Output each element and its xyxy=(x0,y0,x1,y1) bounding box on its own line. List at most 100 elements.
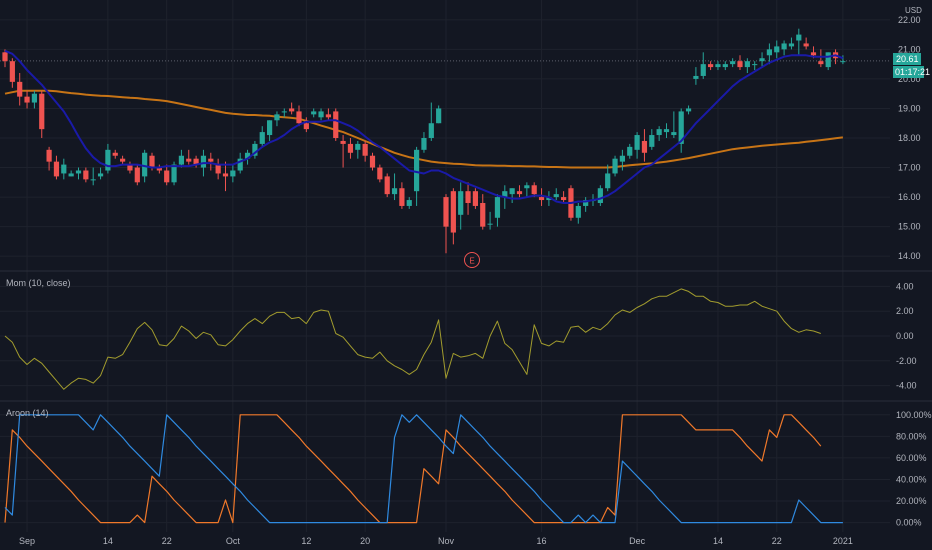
candle-body xyxy=(472,191,478,206)
price-tick-label: 15.00 xyxy=(898,222,921,232)
price-tick-label: 14.00 xyxy=(898,251,921,261)
time-tick-label: 22 xyxy=(772,536,782,546)
candle-body xyxy=(502,191,508,198)
candle-body xyxy=(663,129,670,133)
aroon-tick-label: 0.00% xyxy=(896,518,922,528)
candle-body xyxy=(825,52,831,68)
candle-body xyxy=(200,155,207,168)
currency-label: USD xyxy=(905,6,922,15)
candle xyxy=(237,152,243,174)
candle-body xyxy=(75,170,82,174)
candle-body xyxy=(31,93,37,103)
candle xyxy=(472,188,478,209)
candle-body xyxy=(524,185,530,189)
time-axis[interactable]: Sep 14 22 Oct 12 20 Nov 16 Dec 14 22 2021 xyxy=(19,536,853,546)
candle-body xyxy=(9,61,15,82)
candle-body xyxy=(583,200,589,206)
candle xyxy=(766,43,772,65)
candle xyxy=(708,61,714,71)
countdown-tag: 01:17:21 xyxy=(893,66,930,78)
candle-body xyxy=(127,164,133,171)
aroon-title: Aroon (14) xyxy=(6,408,49,418)
candle xyxy=(693,67,699,85)
candle-body xyxy=(267,120,273,136)
candle xyxy=(575,203,581,224)
candle-body xyxy=(649,135,655,147)
candle xyxy=(744,58,750,73)
candle xyxy=(656,126,662,141)
candle xyxy=(414,146,420,206)
earnings-marker[interactable]: E xyxy=(464,252,480,268)
candle-body xyxy=(61,164,67,174)
candle-body xyxy=(230,170,236,177)
candle xyxy=(267,120,273,141)
candle-body xyxy=(178,155,184,165)
candle-body xyxy=(627,146,633,156)
price-tick-label: 20.00 xyxy=(898,74,921,84)
candle xyxy=(391,173,398,201)
momentum-tick-label: -4.00 xyxy=(896,381,917,391)
candle xyxy=(715,61,721,71)
price-tick-label: 16.00 xyxy=(898,192,921,202)
aroon-tick-label: 20.00% xyxy=(896,496,927,506)
momentum-tick-label: 2.00 xyxy=(896,306,914,316)
candle xyxy=(627,143,633,159)
candle xyxy=(399,182,405,209)
candle xyxy=(465,182,471,215)
price-axis[interactable]: 14.00 15.00 16.00 17.00 18.00 19.00 20.00 21.00… xyxy=(896,15,932,528)
price-pane[interactable] xyxy=(0,28,890,254)
candle-body xyxy=(90,179,96,181)
candle xyxy=(428,102,434,141)
candle-body xyxy=(531,185,537,195)
candle-body xyxy=(421,138,427,150)
candle-body xyxy=(516,191,523,195)
candle xyxy=(2,49,8,68)
candle xyxy=(120,155,126,165)
candle-body xyxy=(744,61,750,68)
candle xyxy=(722,61,728,71)
candle-body xyxy=(443,197,449,227)
candle-body xyxy=(340,140,346,144)
aroon-pane[interactable] xyxy=(4,414,843,524)
candle-body xyxy=(391,188,398,195)
candle-body xyxy=(2,52,8,62)
candle xyxy=(75,167,82,180)
candle xyxy=(803,37,809,50)
candle xyxy=(377,164,383,183)
aroon-tick-label: 80.00% xyxy=(896,431,927,441)
candle xyxy=(340,135,346,168)
countdown-tag-box xyxy=(893,66,924,78)
price-tag: 20.61 xyxy=(893,53,921,65)
candle-body xyxy=(274,114,280,121)
candle xyxy=(788,37,795,50)
candle-body xyxy=(164,170,170,183)
candle-body xyxy=(671,132,677,136)
candle-body xyxy=(244,152,251,159)
candle-body xyxy=(458,191,464,215)
candle xyxy=(612,155,618,177)
candle xyxy=(619,149,625,171)
candle xyxy=(39,90,45,138)
candle-body xyxy=(406,200,412,206)
momentum-tick-label: 0.00 xyxy=(896,331,914,341)
candle xyxy=(369,152,376,171)
candle xyxy=(289,102,295,115)
candle-body xyxy=(715,64,721,68)
candle xyxy=(127,161,133,174)
candle-body xyxy=(678,111,684,144)
price-tag-value: 20.61 xyxy=(896,54,919,64)
candle-body xyxy=(156,167,162,171)
candle xyxy=(112,149,118,159)
candle-body xyxy=(722,64,728,68)
candle-body xyxy=(46,149,52,162)
time-tick-label: Sep xyxy=(19,536,35,546)
candle-body xyxy=(766,49,772,56)
candle-body xyxy=(311,111,317,115)
candle-body xyxy=(134,167,140,183)
momentum-pane[interactable] xyxy=(4,288,821,390)
candle xyxy=(208,152,214,171)
candle xyxy=(17,73,23,106)
candle-body xyxy=(781,43,787,50)
candle xyxy=(443,194,449,254)
